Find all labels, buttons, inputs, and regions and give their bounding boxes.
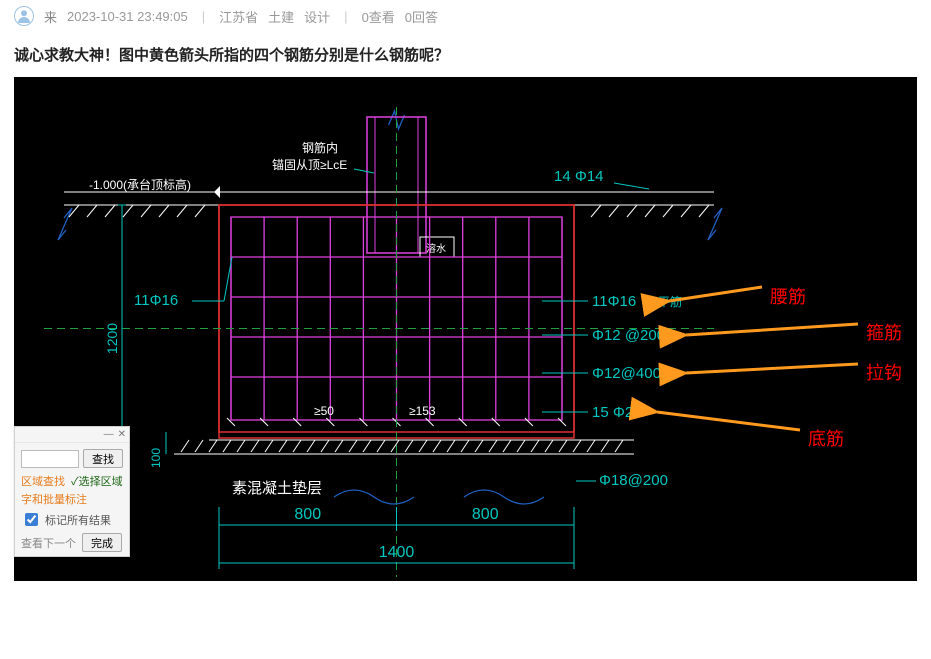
svg-text:11Φ16: 11Φ16 <box>592 293 636 310</box>
separator: | <box>202 9 205 24</box>
svg-text:素混凝土垫层: 素混凝土垫层 <box>232 480 322 497</box>
svg-text:1200: 1200 <box>104 323 120 354</box>
location: 江苏省 <box>219 7 258 26</box>
mark-all-label: 标记所有结果 <box>45 512 111 528</box>
svg-text:锚固从顶≥LcE: 锚固从顶≥LcE <box>272 157 347 172</box>
panel-option[interactable]: 字和批量标注 <box>21 490 123 508</box>
category-1[interactable]: 土建 <box>268 7 294 26</box>
post-title: 诚心求教大神！图中黄色箭头所指的四个钢筋分别是什么钢筋呢？ <box>0 26 931 77</box>
annotation-label: 腰筋 <box>770 283 806 309</box>
username[interactable]: 来 <box>44 7 57 26</box>
find-input[interactable] <box>21 450 79 468</box>
avatar-icon <box>14 6 34 26</box>
category-2[interactable]: 设计 <box>304 7 330 26</box>
svg-text:Φ12 @200: Φ12 @200 <box>592 327 665 344</box>
svg-text:≥50: ≥50 <box>314 404 334 418</box>
find-button[interactable]: 查找 <box>83 449 123 468</box>
svg-text:-1.000(承台顶标高): -1.000(承台顶标高) <box>89 177 191 192</box>
close-icon[interactable]: ✕ <box>118 429 126 440</box>
svg-text:Φ18@200: Φ18@200 <box>599 472 668 489</box>
post-datetime: 2023-10-31 23:49:05 <box>67 9 188 24</box>
svg-text:11Φ16: 11Φ16 <box>134 292 178 309</box>
annotation-label: 箍筋 <box>866 319 902 345</box>
svg-text:100: 100 <box>149 448 163 468</box>
svg-text:14 Φ14: 14 Φ14 <box>554 168 604 185</box>
minimize-icon[interactable]: — <box>104 429 114 440</box>
svg-text:800: 800 <box>472 506 499 523</box>
diagram-image: 溶水钢筋内锚固从顶≥LcE-1.000(承台顶标高)14 Φ1411Φ16120… <box>14 77 917 581</box>
svg-text:≥153: ≥153 <box>409 404 436 418</box>
annotation-label: 底筋 <box>808 425 844 451</box>
mark-all-checkbox[interactable] <box>25 513 38 526</box>
annotation-label: 拉钩 <box>866 359 902 385</box>
prev-result[interactable]: 查看下一个 <box>21 535 76 551</box>
svg-text:1400: 1400 <box>379 544 415 561</box>
svg-text:15 Φ28: 15 Φ28 <box>592 404 642 421</box>
svg-text:水平筋: 水平筋 <box>646 294 682 309</box>
views-count: 0查看 <box>362 7 395 26</box>
panel-option[interactable]: 区域查找 ✓选择区域 <box>21 472 123 490</box>
done-button[interactable]: 完成 <box>82 533 122 552</box>
answers-count: 0回答 <box>405 7 438 26</box>
svg-text:800: 800 <box>294 506 321 523</box>
find-panel: — ✕ 查找 区域查找 ✓选择区域 字和批量标注 标记所有结果 查看下一个 完成 <box>14 426 130 557</box>
svg-text:Φ12@400: Φ12@400 <box>592 365 661 382</box>
separator: | <box>344 9 347 24</box>
svg-text:钢筋内: 钢筋内 <box>302 140 338 155</box>
